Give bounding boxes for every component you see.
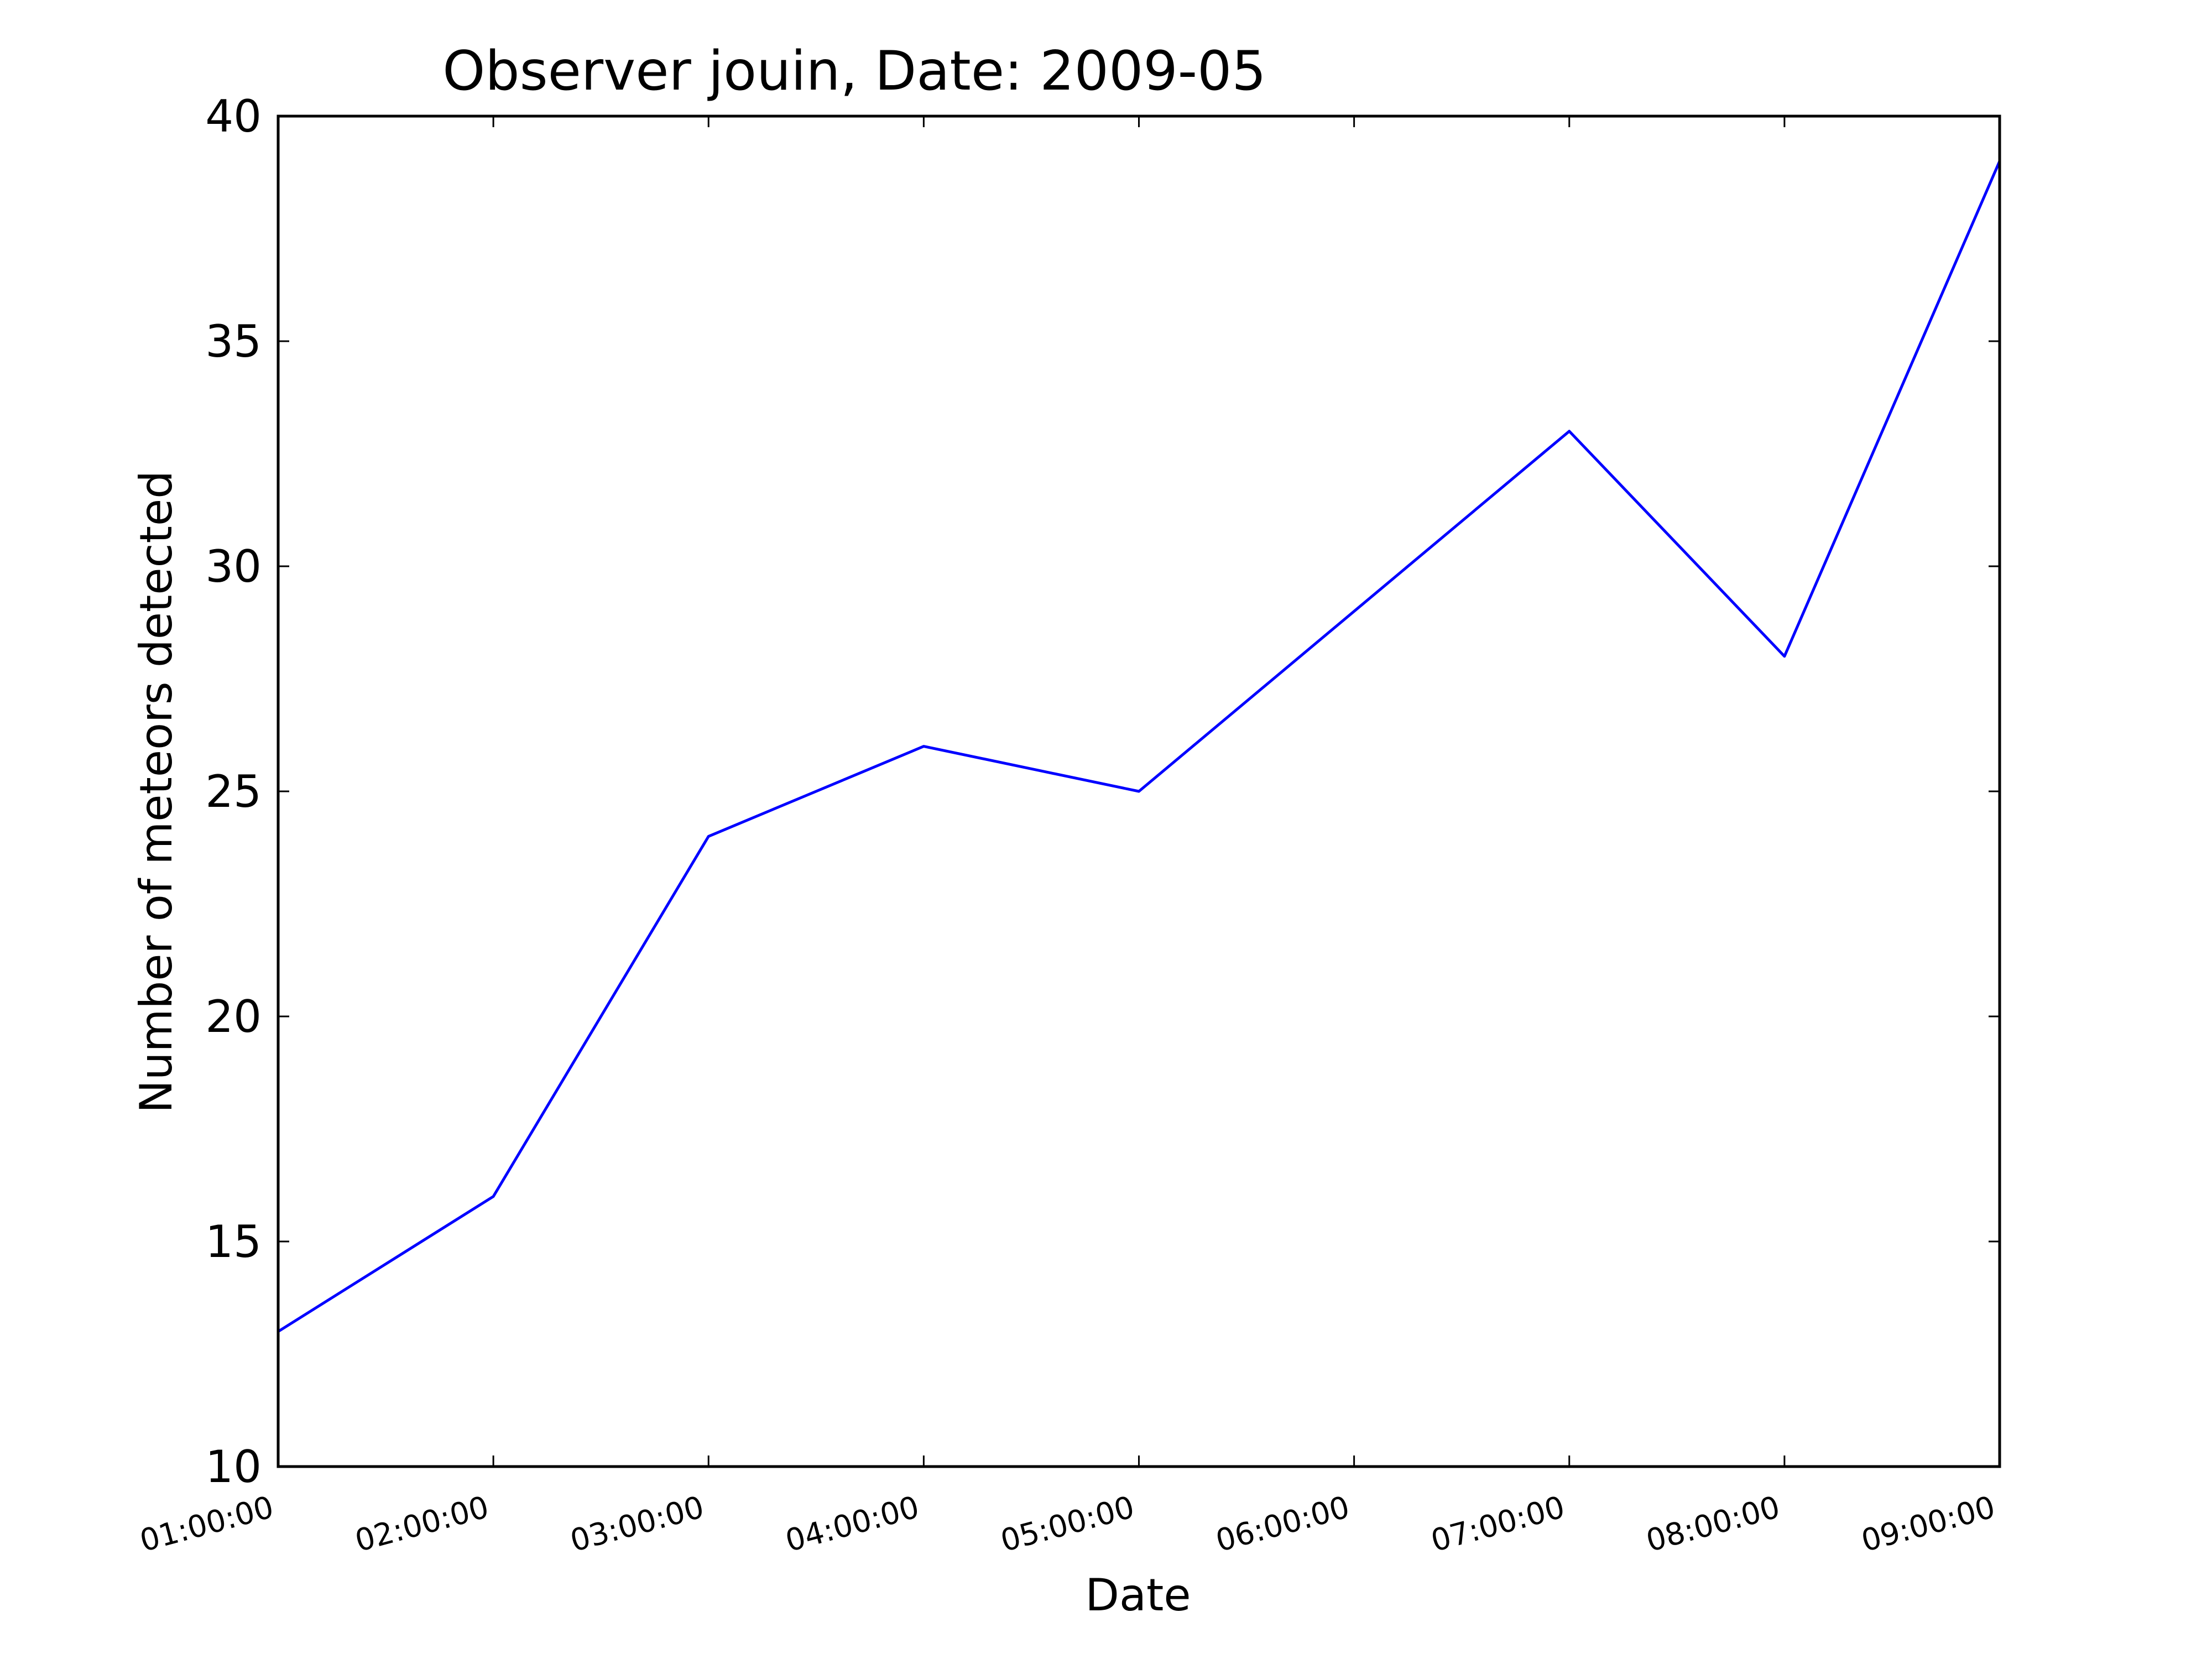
y-tick-label: 15 bbox=[205, 1216, 262, 1267]
y-tick-label: 20 bbox=[205, 991, 262, 1042]
y-tick-label: 35 bbox=[205, 316, 262, 367]
series-line bbox=[277, 160, 2001, 1333]
y-tick-label: 30 bbox=[205, 541, 262, 592]
x-axis-label: Date bbox=[1085, 1569, 1191, 1621]
axes-frame bbox=[276, 114, 2001, 1468]
y-axis-label: Number of meteors detected bbox=[131, 471, 182, 1113]
y-tick-label: 25 bbox=[205, 766, 262, 817]
y-tick-label: 40 bbox=[205, 91, 262, 142]
chart-title: Observer jouin, Date: 2009-05 bbox=[442, 40, 1266, 103]
y-tick-label: 10 bbox=[205, 1441, 262, 1493]
